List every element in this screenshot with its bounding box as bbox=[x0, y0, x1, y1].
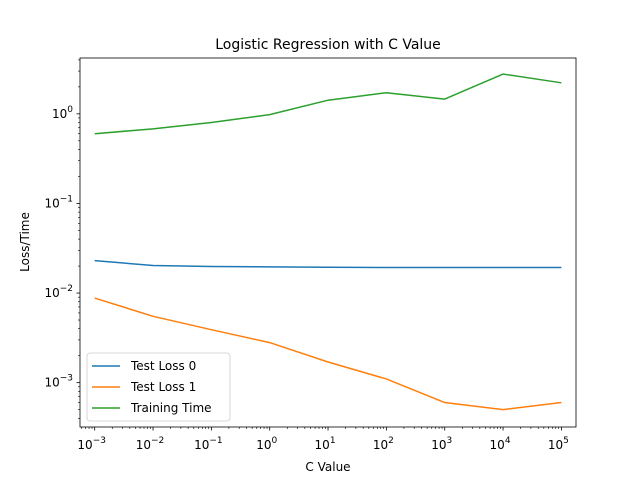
legend-label-test-loss-1: Test Loss 1 bbox=[130, 380, 196, 394]
chart-title: Logistic Regression with C Value bbox=[215, 37, 441, 53]
legend-label-training-time: Training Time bbox=[130, 401, 212, 415]
x-tick-label: 10−3 bbox=[77, 436, 106, 452]
x-tick-label: 101 bbox=[315, 436, 336, 452]
x-tick-label: 100 bbox=[256, 436, 277, 452]
legend-frame bbox=[86, 352, 231, 422]
x-tick-label: 102 bbox=[373, 436, 394, 452]
legend: Test Loss 0 Test Loss 1 Training Time bbox=[86, 352, 231, 422]
series-line-test-loss-1 bbox=[94, 297, 562, 411]
x-tick-label: 104 bbox=[490, 436, 511, 452]
x-axis: 10−3 10−2 10−1 100 101 102 103 104 105 bbox=[77, 427, 569, 452]
series-layer bbox=[94, 73, 562, 411]
x-tick-label: 10−2 bbox=[136, 436, 165, 452]
y-tick-label: 10−3 bbox=[44, 374, 73, 390]
x-tick-label: 105 bbox=[548, 436, 569, 452]
y-tick-label: 10−1 bbox=[44, 194, 73, 210]
x-tick-label: 10−1 bbox=[194, 436, 223, 452]
series-line-test-loss-0 bbox=[94, 259, 562, 269]
y-tick-label: 100 bbox=[52, 105, 73, 121]
x-axis-label: C Value bbox=[305, 460, 350, 474]
legend-label-test-loss-0: Test Loss 0 bbox=[130, 359, 196, 373]
x-tick-label: 103 bbox=[431, 436, 452, 452]
y-axis: 10−3 10−2 10−1 100 bbox=[44, 59, 80, 419]
y-axis-label: Loss/Time bbox=[18, 212, 32, 272]
series-line-training-time bbox=[94, 73, 562, 135]
y-tick-label: 10−2 bbox=[44, 284, 73, 300]
